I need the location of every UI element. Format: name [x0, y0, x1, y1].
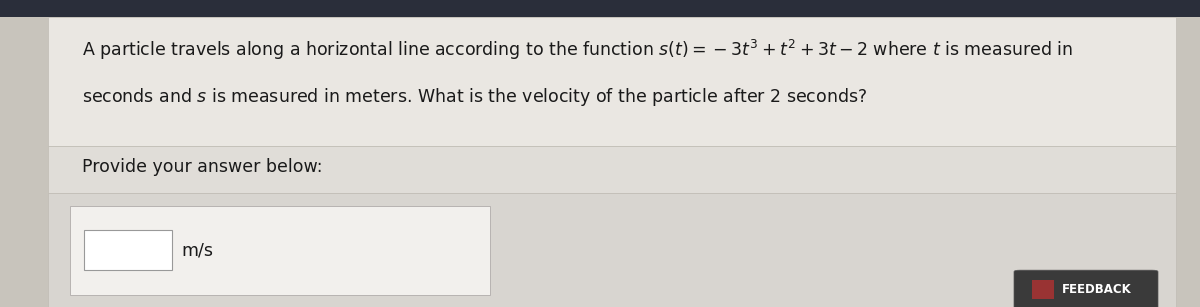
Bar	[1032, 280, 1054, 299]
Bar	[48, 193, 1176, 307]
Text: FEEDBACK: FEEDBACK	[1062, 283, 1132, 296]
Text: A particle travels along a horizontal line according to the function $s(t) = -3t: A particle travels along a horizontal li…	[82, 38, 1073, 63]
Bar	[70, 206, 490, 295]
FancyBboxPatch shape	[1014, 270, 1158, 307]
Bar	[48, 17, 1176, 146]
Text: seconds and $s$ is measured in meters. What is the velocity of the particle afte: seconds and $s$ is measured in meters. W…	[82, 86, 866, 108]
Bar	[0, 0, 1200, 17]
Text: Provide your answer below:: Provide your answer below:	[82, 158, 322, 176]
Bar	[48, 146, 1176, 193]
Bar	[84, 230, 172, 270]
Text: m/s: m/s	[181, 241, 214, 259]
